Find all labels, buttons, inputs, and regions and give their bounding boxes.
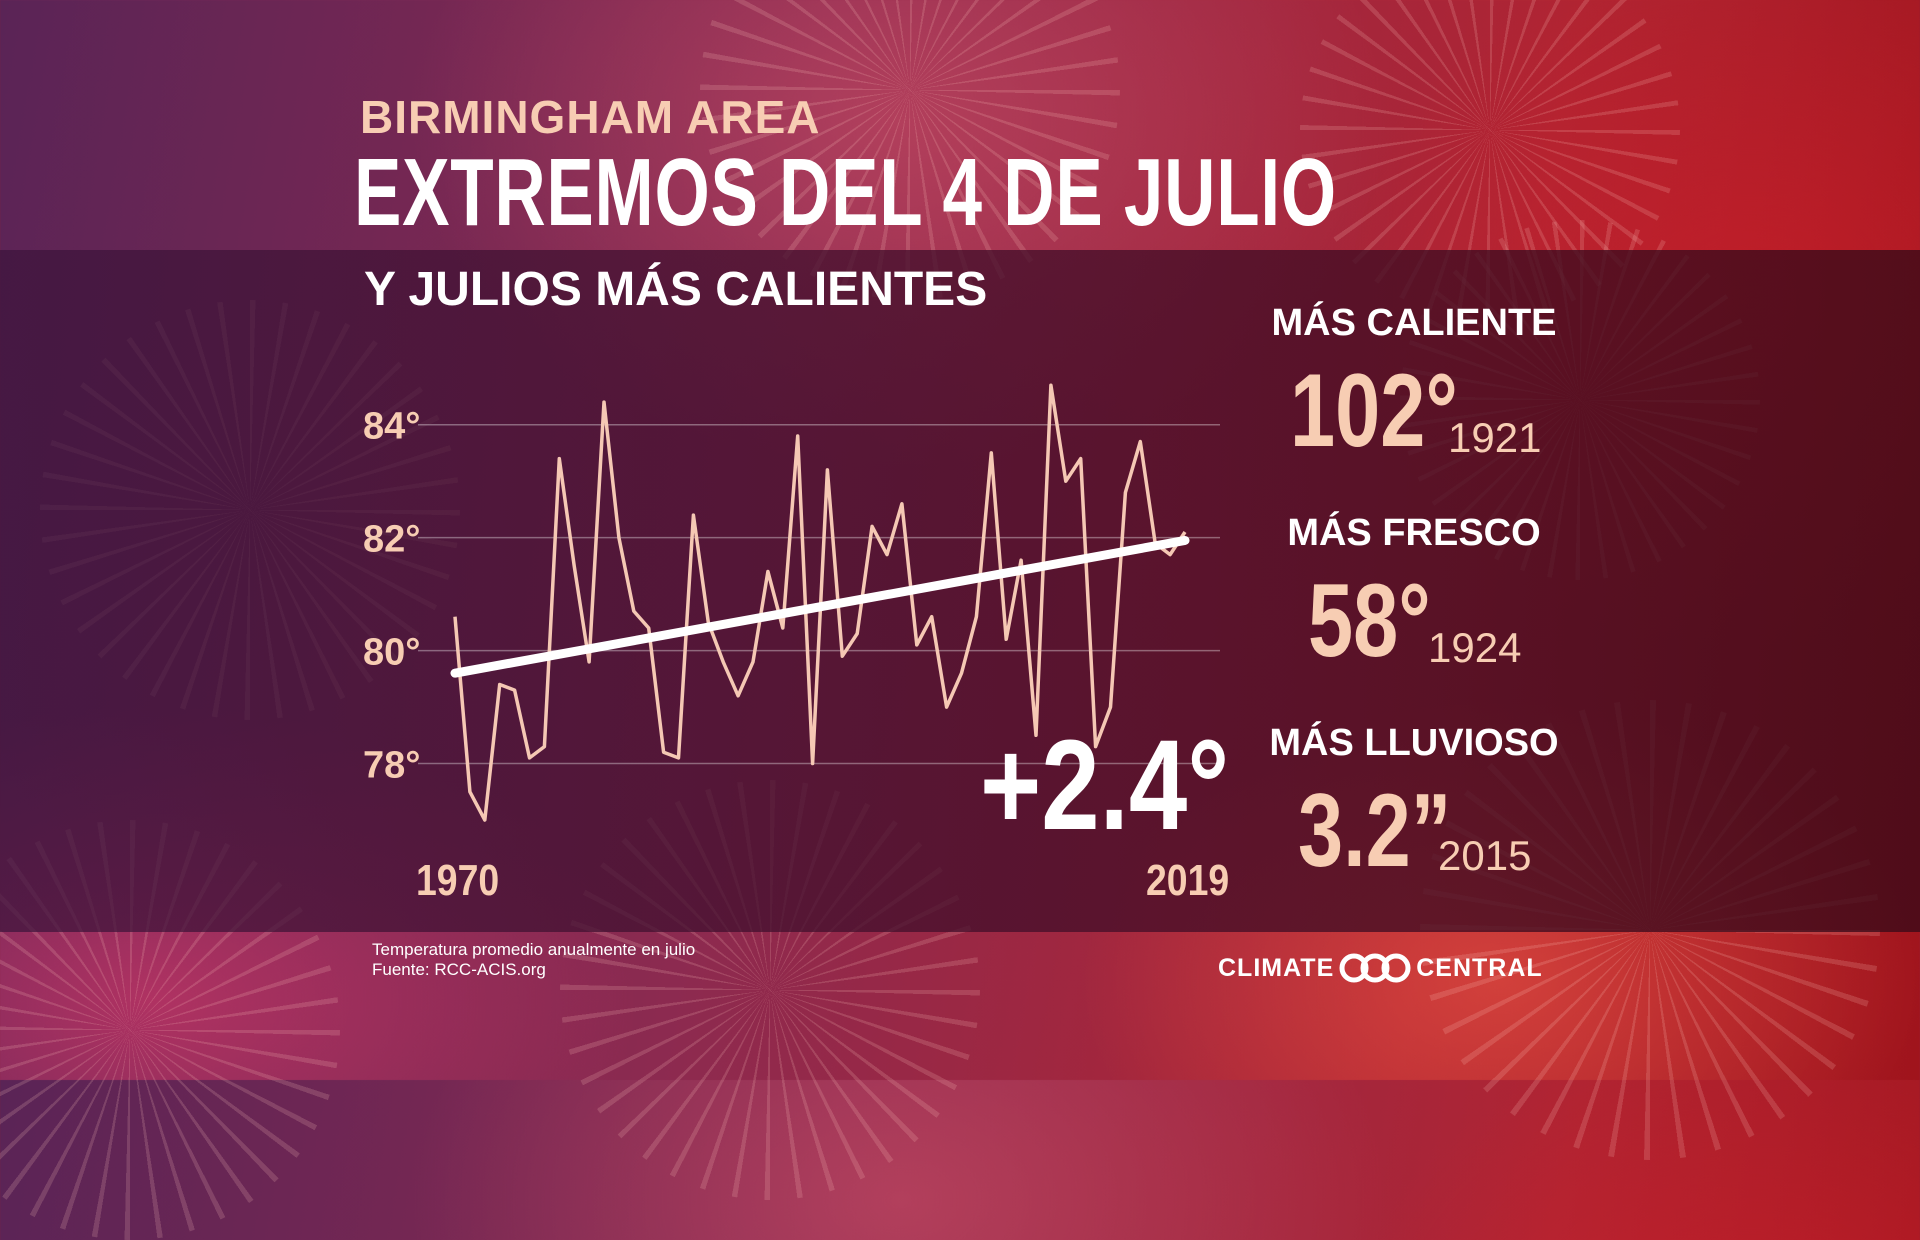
logo-text-left: CLIMATE <box>1218 953 1335 982</box>
content-panel <box>0 250 1920 932</box>
y-tick-label: 82° <box>363 519 420 561</box>
y-tick-label: 80° <box>363 632 420 674</box>
series-line <box>453 383 1187 822</box>
stat-hottest-year: 1921 <box>1448 414 1542 461</box>
trend-line <box>450 535 1190 678</box>
footer-note: Temperatura promedio anualmente en julio <box>372 940 696 959</box>
logo-rings-icon <box>1339 953 1411 983</box>
stat-wettest-value: 3.2” <box>1298 773 1452 889</box>
page-title: EXTREMOS DEL 4 DE JULIO <box>354 139 1337 246</box>
y-tick-label: 84° <box>363 406 420 448</box>
climate-central-logo: CLIMATE CENTRAL <box>1218 948 1543 988</box>
x-tick-label-start: 1970 <box>416 856 500 905</box>
logo-text-right: CENTRAL <box>1416 953 1543 982</box>
footer-source: Fuente: RCC-ACIS.org <box>372 960 546 979</box>
temperature-line-chart: 78° 80° 82° 84° <box>363 383 1190 822</box>
chart-subtitle: Y JULIOS MÁS CALIENTES <box>364 263 988 316</box>
stat-wettest-year: 2015 <box>1438 832 1532 879</box>
temperature-change-label: +2.4° <box>980 714 1230 857</box>
stat-coolest-value: 58° <box>1308 563 1431 679</box>
stat-wettest-label: MÁS LLUVIOSO <box>1269 722 1559 764</box>
x-tick-label-end: 2019 <box>1146 856 1230 905</box>
stat-hottest-value: 102° <box>1290 353 1458 469</box>
stat-coolest-year: 1924 <box>1428 624 1522 671</box>
y-tick-label: 78° <box>363 745 420 787</box>
stat-coolest-label: MÁS FRESCO <box>1287 512 1541 554</box>
location-kicker: BIRMINGHAM AREA <box>360 91 821 143</box>
stat-hottest-label: MÁS CALIENTE <box>1271 302 1557 344</box>
